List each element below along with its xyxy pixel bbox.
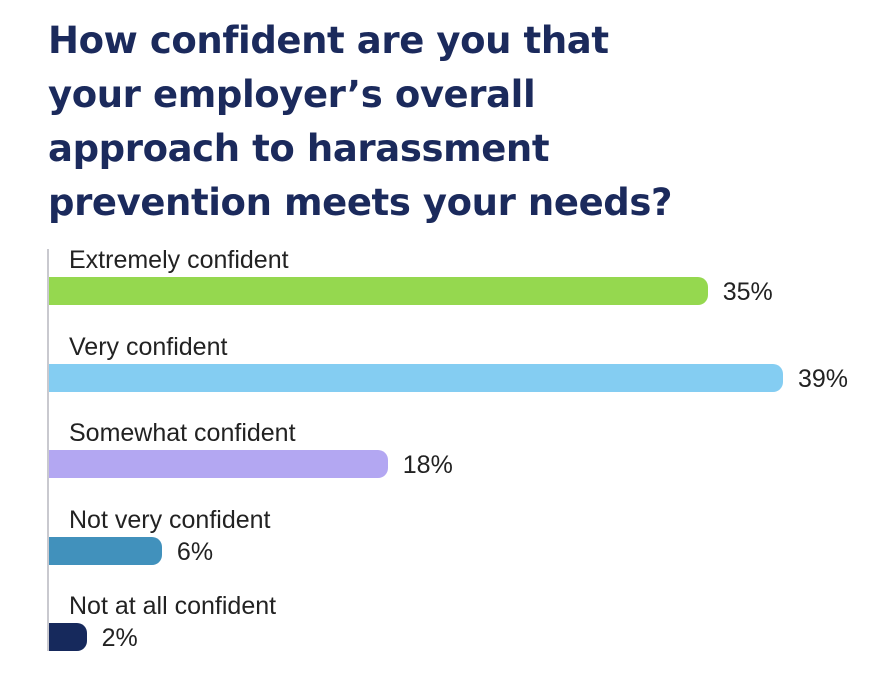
chart-title-line-3: approach to harassment — [48, 127, 550, 170]
value-label-very-confident: 39% — [798, 364, 849, 393]
category-label-not-very-confident: Not very confident — [69, 505, 271, 534]
chart-title-line-4: prevention meets your needs? — [48, 181, 673, 224]
category-label-somewhat-confident: Somewhat confident — [69, 419, 296, 447]
category-label-very-confident: Very confident — [69, 332, 228, 361]
bar-very-confident — [49, 363, 783, 392]
value-label-somewhat-confident: 18% — [402, 451, 453, 479]
category-label-extremely-confident: Extremely confident — [69, 246, 289, 274]
chart-title-line-1: How confident are you that — [48, 19, 609, 62]
bar-extremely-confident — [49, 277, 708, 305]
bar-somewhat-confident — [49, 450, 388, 478]
chart-title: How confident are you that your employer… — [48, 14, 688, 230]
chart-title-line-2: your employer’s overall — [48, 73, 536, 116]
value-label-not-very-confident: 6% — [176, 537, 214, 566]
category-label-not-at-all-confident: Not at all confident — [69, 592, 277, 620]
bar-not-at-all-confident — [49, 623, 87, 651]
bar-not-very-confident — [49, 536, 162, 565]
y-axis-line — [47, 249, 49, 651]
value-label-extremely-confident: 35% — [722, 278, 773, 306]
value-label-not-at-all-confident: 2% — [101, 624, 138, 652]
